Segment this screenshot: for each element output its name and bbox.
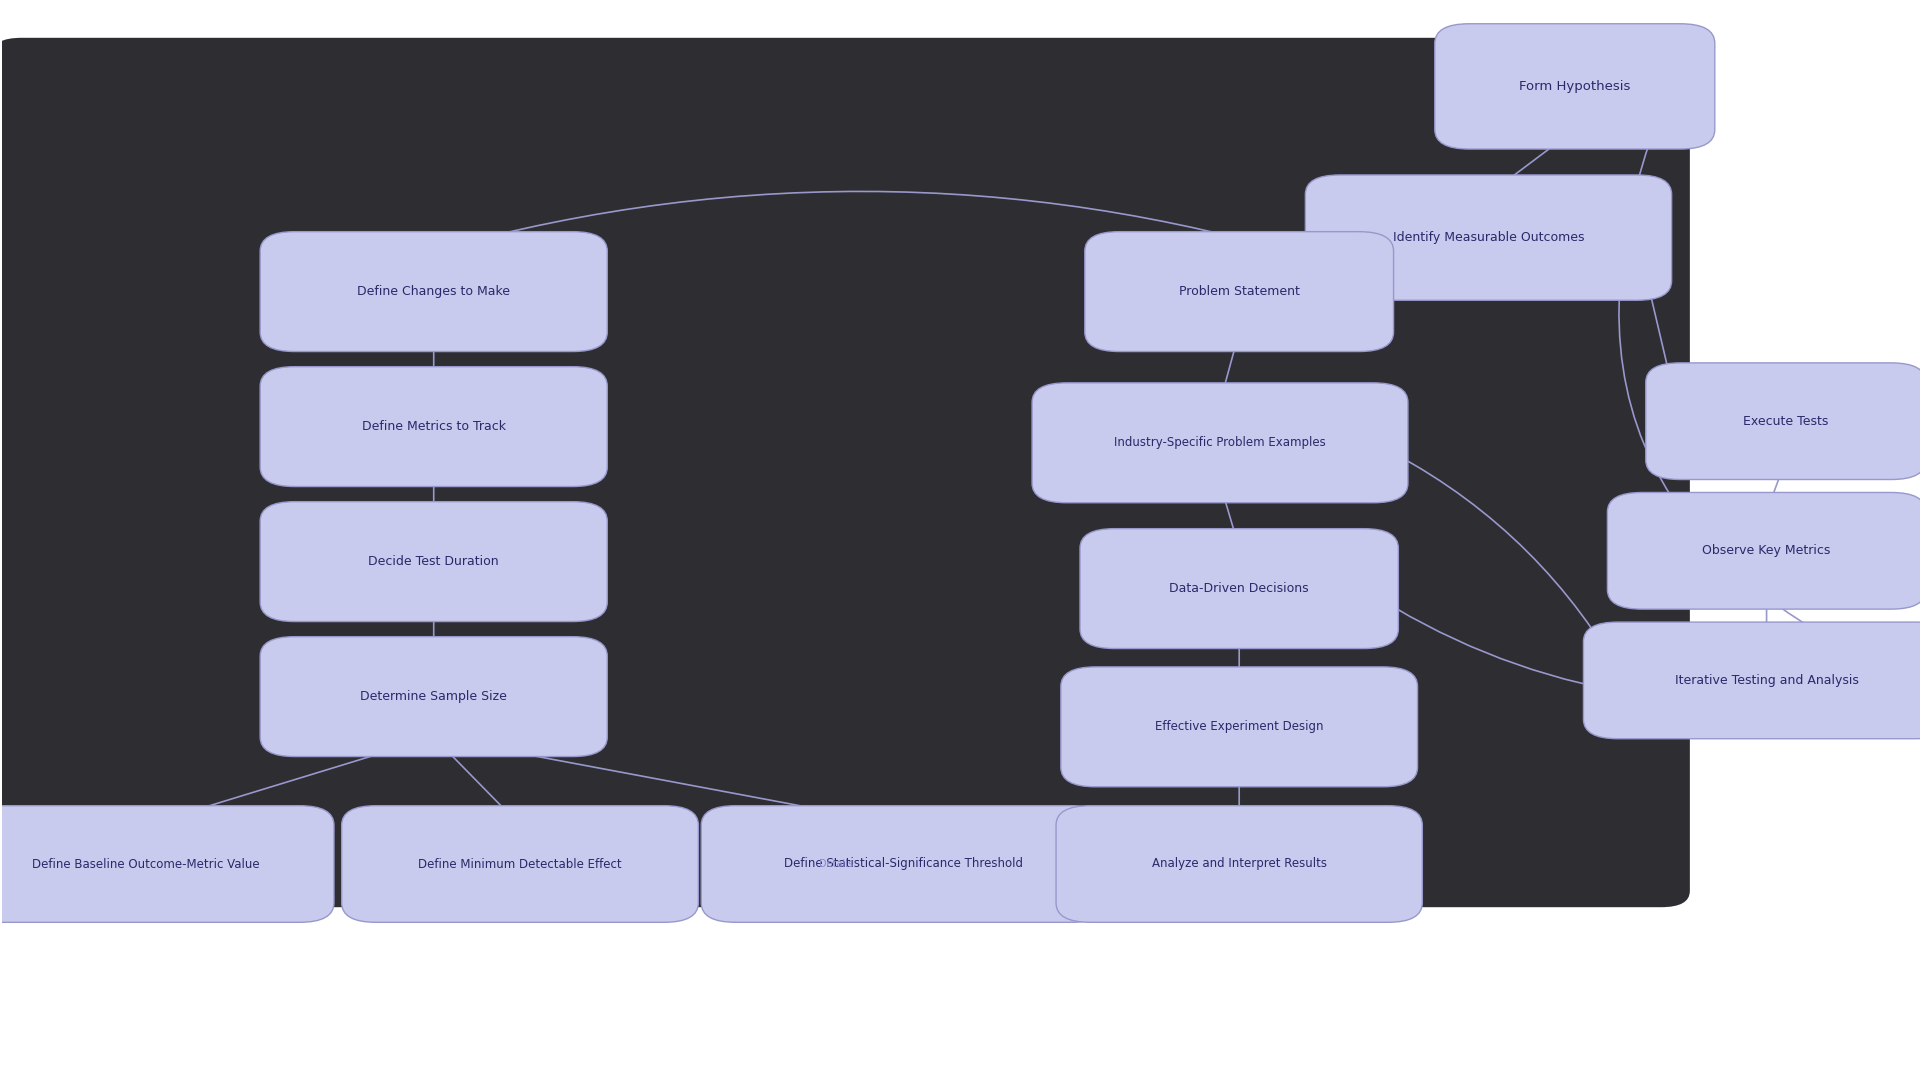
FancyBboxPatch shape xyxy=(1306,175,1672,300)
Text: Iterative Testing and Analysis: Iterative Testing and Analysis xyxy=(1674,674,1859,687)
FancyBboxPatch shape xyxy=(259,367,607,486)
Text: Form Hypothesis: Form Hypothesis xyxy=(1519,80,1630,93)
Text: Effective Experiment Design: Effective Experiment Design xyxy=(1156,720,1323,733)
Text: Define Metrics to Track: Define Metrics to Track xyxy=(361,420,505,433)
Text: Identify Measurable Outcomes: Identify Measurable Outcomes xyxy=(1392,231,1584,244)
Text: Execute Tests: Execute Tests xyxy=(1743,415,1828,428)
FancyBboxPatch shape xyxy=(1062,666,1417,786)
FancyBboxPatch shape xyxy=(701,806,1106,922)
FancyBboxPatch shape xyxy=(259,637,607,756)
Text: Decide Test Duration: Decide Test Duration xyxy=(369,555,499,568)
FancyBboxPatch shape xyxy=(259,232,607,351)
FancyBboxPatch shape xyxy=(1033,383,1407,503)
Text: Define Statistical-Significance Threshold: Define Statistical-Significance Threshol… xyxy=(783,858,1023,870)
Text: Define Minimum Detectable Effect: Define Minimum Detectable Effect xyxy=(419,858,622,870)
Text: Problem Statement: Problem Statement xyxy=(1179,285,1300,298)
FancyBboxPatch shape xyxy=(1584,622,1920,739)
Text: Data-Driven Decisions: Data-Driven Decisions xyxy=(1169,582,1309,595)
Text: Details: Details xyxy=(820,860,854,869)
Text: Define Changes to Make: Define Changes to Make xyxy=(357,285,511,298)
FancyBboxPatch shape xyxy=(1081,529,1398,648)
FancyBboxPatch shape xyxy=(1056,806,1423,922)
FancyBboxPatch shape xyxy=(1434,24,1715,149)
FancyBboxPatch shape xyxy=(0,38,1690,907)
FancyBboxPatch shape xyxy=(342,806,699,922)
Text: Define Baseline Outcome-Metric Value: Define Baseline Outcome-Metric Value xyxy=(33,858,259,870)
Text: Industry-Specific Problem Examples: Industry-Specific Problem Examples xyxy=(1114,436,1327,449)
FancyBboxPatch shape xyxy=(1085,232,1394,351)
Text: Observe Key Metrics: Observe Key Metrics xyxy=(1703,544,1832,557)
FancyBboxPatch shape xyxy=(1607,492,1920,609)
FancyBboxPatch shape xyxy=(1645,363,1920,480)
FancyBboxPatch shape xyxy=(0,806,334,922)
Text: Analyze and Interpret Results: Analyze and Interpret Results xyxy=(1152,858,1327,870)
FancyBboxPatch shape xyxy=(259,501,607,622)
Text: Determine Sample Size: Determine Sample Size xyxy=(361,690,507,703)
